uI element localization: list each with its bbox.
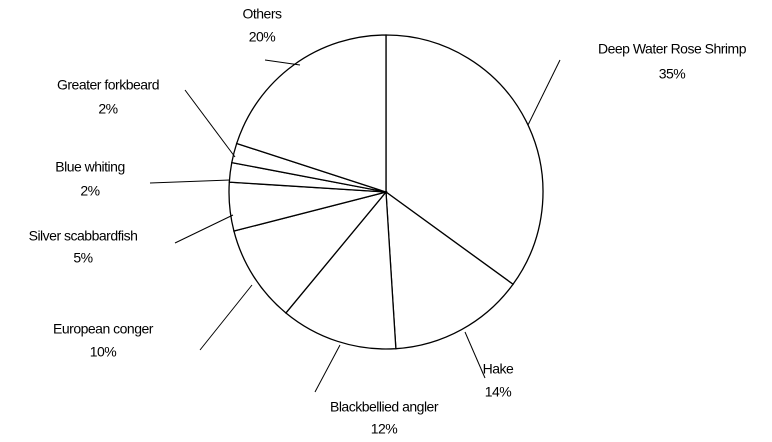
value-label: 10% — [90, 344, 117, 360]
slice-label: Deep Water Rose Shrimp — [598, 41, 747, 57]
value-label: 35% — [659, 66, 686, 82]
pie-slice — [233, 190, 388, 314]
pie-slice — [235, 34, 387, 193]
value-label: 12% — [371, 421, 398, 437]
pie-slice — [285, 190, 397, 350]
value-label: 20% — [249, 29, 276, 45]
pie-slice — [385, 190, 514, 350]
leader-line — [464, 331, 486, 379]
leader-line — [264, 59, 301, 66]
leader-line — [314, 344, 341, 393]
slice-label: Blackbellied angler — [330, 399, 439, 415]
slice-label: Silver scabbardfish — [29, 228, 138, 244]
slice-label: Blue whiting — [55, 159, 125, 175]
value-label: 2% — [98, 101, 117, 117]
slice-label: European conger — [53, 321, 154, 337]
slice-label: Greater forkbeard — [57, 77, 159, 93]
leader-line — [199, 284, 253, 351]
slice-label: Hake — [483, 361, 514, 377]
leader-line — [149, 179, 231, 184]
slice-label: Others — [242, 6, 282, 22]
leader-line — [174, 214, 234, 244]
pie-slice — [385, 34, 544, 286]
value-label: 5% — [73, 250, 92, 266]
value-label: 2% — [80, 183, 99, 199]
value-label: 14% — [485, 384, 512, 400]
leader-line — [527, 59, 561, 126]
leader-line — [184, 89, 236, 158]
